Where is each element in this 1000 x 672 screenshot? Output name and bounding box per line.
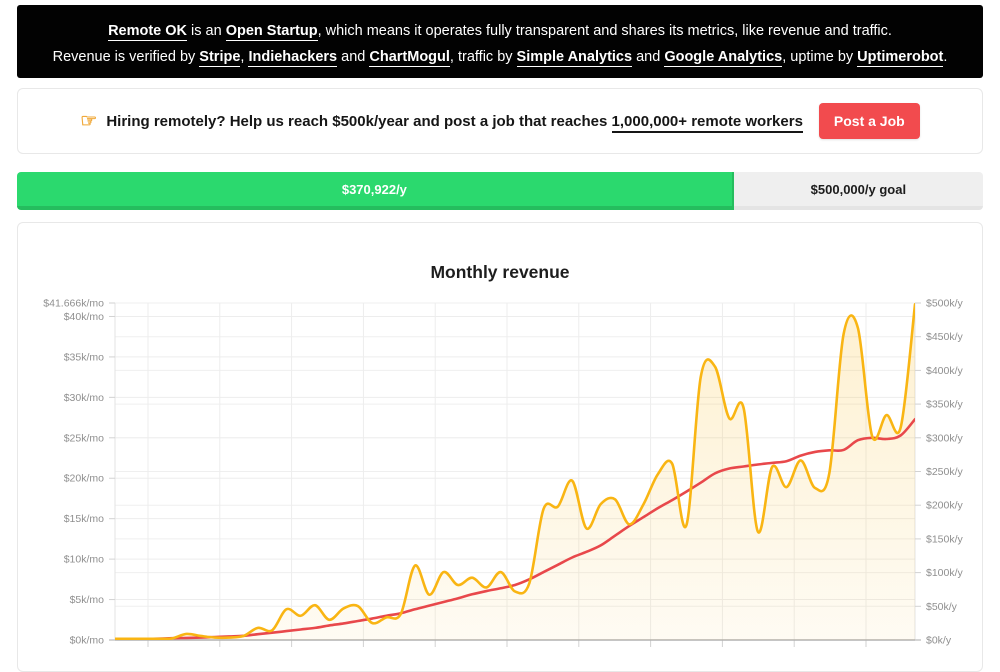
link-uptimerobot[interactable]: Uptimerobot [857,49,944,67]
post-a-job-button[interactable]: Post a Job [818,103,920,139]
banner-line-2: Revenue is verified by Stripe, Indiehack… [17,44,983,70]
progress-current-label: $370,922/y [341,181,407,197]
y-axis-right-label: $150k/y [926,533,964,545]
y-axis-right-label: $450k/y [926,331,964,343]
text-segment: , traffic by [449,49,517,65]
revenue-progress-bar: $370,922/y $500,000/y goal [17,172,983,210]
y-axis-left-label: $15k/mo [64,513,104,525]
link-stripe[interactable]: Stripe [199,49,241,67]
y-axis-left-label: $41.666k/mo [43,298,104,310]
y-axis-left-label: $35k/mo [64,351,104,363]
monthly-revenue-chart: $41.666k/mo$40k/mo $35k/mo $30k/mo $25k/mo $… [43,297,964,647]
hiring-callout-card: ☞ Hiring remotely? Help us reach $500k/ye… [17,88,983,154]
pointing-right-icon: ☞ [80,110,98,132]
text-segment: Revenue is verified by [52,49,200,65]
remote-workers-link[interactable]: 1,000,000+ remote workers [611,112,803,133]
trend-line [115,417,915,640]
y-axis-left-label: $5k/mo [70,594,105,606]
hiring-text-before: Hiring remotely? Help us reach $500k/yea… [106,112,612,130]
text-segment: , [240,49,249,65]
text-segment: . [943,49,948,65]
text-segment: , which means it operates fully transpar… [317,23,892,39]
y-axis-left-label: $30k/mo [64,392,104,404]
y-axis-left-label: $20k/mo [64,473,104,485]
y-axis-right-label: $300k/y [926,432,964,444]
progress-goal-label: $500,000/y goal [810,181,907,197]
link-open-startup[interactable]: Open Startup [225,23,318,41]
banner-line-1: Remote OK is an Open Startup, which mean… [17,18,983,44]
y-axis-right-label: $200k/y [926,500,964,512]
y-axis-right-label: $400k/y [926,365,964,377]
link-simple-analytics[interactable]: Simple Analytics [516,49,633,67]
y-axis-left-label: $0k/mo [70,635,105,647]
hiring-text: ☞ Hiring remotely? Help us reach $500k/ye… [80,110,803,133]
chart-title: Monthly revenue [430,262,570,282]
revenue-area-fill [115,304,915,640]
text-segment: is an [187,23,226,39]
y-axis-right-label: $250k/y [926,466,964,478]
monthly-revenue-line [115,303,915,640]
text-segment: and [632,49,665,65]
y-axis-right-label: $100k/y [926,567,964,579]
open-startup-banner: Remote OK is an Open Startup, which mean… [17,5,983,78]
y-axis-right-label: $50k/y [926,601,958,613]
y-axis-left-label: $25k/mo [64,432,104,444]
y-axis-left-label: $40k/mo [64,311,104,323]
text-segment: , uptime by [782,49,858,65]
link-google-analytics[interactable]: Google Analytics [664,49,783,67]
link-indiehackers[interactable]: Indiehackers [248,49,338,67]
link-chartmogul[interactable]: ChartMogul [369,49,450,67]
y-axis-right-label: $500k/y [926,297,964,309]
progress-goal-segment: $500,000/y goal [733,172,983,210]
text-segment: and [337,49,370,65]
y-axis-left-label: $10k/mo [64,554,104,566]
y-axis-right-label: $0k/y [926,635,952,647]
link-remote-ok[interactable]: Remote OK [108,23,188,41]
progress-current-segment: $370,922/y [17,172,734,210]
y-axis-right-label: $350k/y [926,399,964,411]
